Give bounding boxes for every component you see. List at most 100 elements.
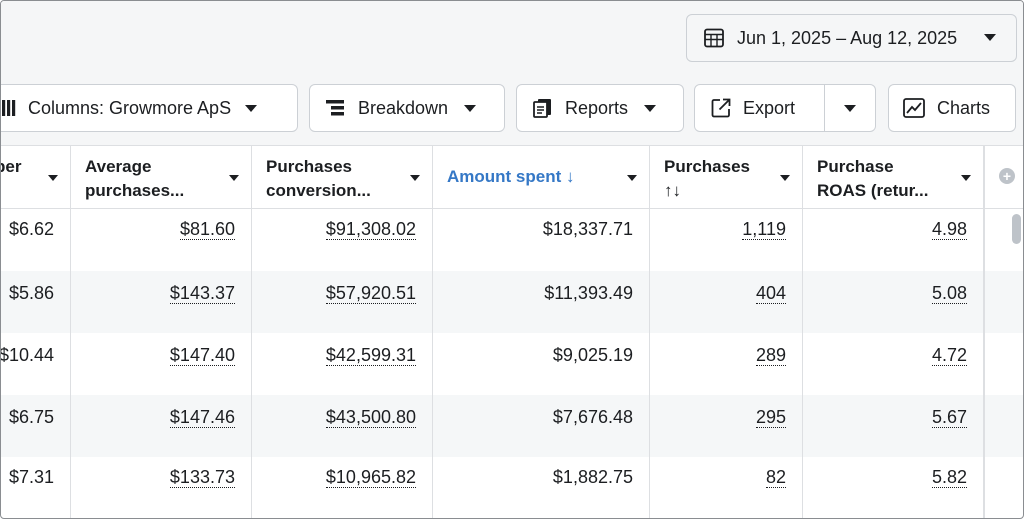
cell-value-link[interactable]: 82: [765, 467, 786, 488]
table-cell: $57,920.51: [252, 271, 433, 333]
table-header: per Average purchases... Purchases conve…: [1, 145, 1023, 209]
add-column-plus-icon[interactable]: +: [999, 168, 1015, 184]
table-row: $6.75 $147.46 $43,500.80 $7,676.48 295 5…: [1, 395, 1023, 457]
table-cell: $91,308.02: [252, 209, 433, 271]
table-cell: 4.72: [803, 333, 984, 395]
cell-value-link[interactable]: 4.72: [931, 345, 967, 366]
cell-value-link[interactable]: 289: [755, 345, 786, 366]
charts-label: Charts: [937, 97, 991, 118]
table-cell: $10,965.82: [252, 457, 433, 518]
chevron-down-icon[interactable]: [48, 175, 58, 181]
cell-value: $7,676.48: [552, 407, 633, 427]
add-column-area: [984, 145, 1023, 518]
cell-value-link[interactable]: 5.82: [931, 467, 967, 488]
cell-value: $11,393.49: [544, 283, 633, 303]
table-cell: $6.62: [1, 209, 71, 271]
column-header-purchase-roas[interactable]: Purchase ROAS (retur...: [803, 146, 984, 209]
columns-label: Columns: Growmore ApS: [28, 97, 232, 118]
cell-value-link[interactable]: 4.98: [931, 219, 967, 240]
column-header-label: Purchases: [266, 157, 352, 176]
chevron-down-icon[interactable]: [229, 175, 239, 181]
table-cell: $7.31: [1, 457, 71, 518]
cell-value-link[interactable]: $43,500.80: [325, 407, 416, 428]
cell-value-link[interactable]: $81.60: [179, 219, 235, 240]
calendar-icon: [703, 27, 725, 49]
cell-value-link[interactable]: $57,920.51: [325, 283, 416, 304]
table-cell: $147.40: [71, 333, 252, 395]
table-cell: 5.67: [803, 395, 984, 457]
column-header-purchases-conversion[interactable]: Purchases conversion...: [252, 146, 433, 209]
chevron-down-icon: [644, 104, 657, 112]
cell-value-link[interactable]: 295: [755, 407, 786, 428]
column-header-purchases[interactable]: Purchases ↑↓: [650, 146, 803, 209]
cell-value: $7.31: [8, 467, 54, 487]
cell-value-link[interactable]: $133.73: [169, 467, 235, 488]
column-header-label-line2: ROAS (retur...: [817, 181, 929, 200]
cell-value: $1,882.75: [552, 467, 633, 487]
vertical-scrollbar[interactable]: [1012, 214, 1021, 244]
chevron-down-icon[interactable]: [410, 175, 420, 181]
table-cell: 4.98: [803, 209, 984, 271]
cell-value: $6.75: [8, 407, 54, 427]
table-cell: $81.60: [71, 209, 252, 271]
chevron-down-icon: [464, 104, 477, 112]
cell-value-link[interactable]: 404: [755, 283, 786, 304]
export-button[interactable]: Export: [694, 84, 876, 132]
columns-icon: [2, 99, 16, 117]
chevron-down-icon[interactable]: [961, 175, 971, 181]
cell-value-link[interactable]: $147.40: [169, 345, 235, 366]
cell-value-link[interactable]: $42,599.31: [325, 345, 416, 366]
breakdown-button[interactable]: Breakdown: [309, 84, 505, 132]
cell-value-link[interactable]: 5.08: [931, 283, 967, 304]
date-range-picker[interactable]: Jun 1, 2025 – Aug 12, 2025: [686, 14, 1017, 62]
chevron-down-icon[interactable]: [780, 175, 790, 181]
breakdown-icon: [326, 99, 346, 117]
table-cell: $11,393.49: [433, 271, 650, 333]
breakdown-label: Breakdown: [358, 97, 449, 118]
column-header-amount-spent[interactable]: Amount spent ↓: [433, 146, 650, 209]
chevron-down-icon: [245, 104, 258, 112]
table-cell: 295: [650, 395, 803, 457]
export-icon: [711, 98, 731, 118]
cell-value-link[interactable]: 1,119: [742, 219, 786, 240]
table-cell: 82: [650, 457, 803, 518]
table-cell: 404: [650, 271, 803, 333]
table-row: $5.86 $143.37 $57,920.51 $11,393.49 404 …: [1, 271, 1023, 333]
column-header-average-purchases[interactable]: Average purchases...: [71, 146, 252, 209]
cell-value: $9,025.19: [552, 345, 633, 365]
toolbar: Columns: Growmore ApS Breakdown Reports …: [1, 73, 1023, 145]
table-row: $6.62 $81.60 $91,308.02 $18,337.71 1,119…: [1, 209, 1023, 271]
column-header-cost-per[interactable]: per: [1, 146, 71, 209]
cell-value-link[interactable]: 5.67: [931, 407, 967, 428]
table-cell: $5.86: [1, 271, 71, 333]
table-cell: $18,337.71: [433, 209, 650, 271]
column-header-label: per: [1, 157, 22, 176]
table-cell: 5.82: [803, 457, 984, 518]
table-cell: 1,119: [650, 209, 803, 271]
charts-button[interactable]: Charts: [888, 84, 1016, 132]
campaign-table: per Average purchases... Purchases conve…: [1, 145, 1023, 518]
table-cell: $7,676.48: [433, 395, 650, 457]
export-options-chevron-icon[interactable]: [844, 105, 856, 112]
table-cell: $1,882.75: [433, 457, 650, 518]
cell-value: $18,337.71: [542, 219, 633, 239]
chevron-down-icon[interactable]: [627, 175, 637, 181]
reports-icon: [533, 98, 553, 118]
cell-value-link[interactable]: $10,965.82: [325, 467, 416, 488]
table-row: $10.44 $147.40 $42,599.31 $9,025.19 289 …: [1, 333, 1023, 395]
column-header-label-line2: purchases...: [85, 181, 185, 200]
cell-value-link[interactable]: $91,308.02: [325, 219, 416, 240]
table-row: $7.31 $133.73 $10,965.82 $1,882.75 82 5.…: [1, 457, 1023, 518]
cell-value: $6.62: [8, 219, 54, 239]
table-cell: $43,500.80: [252, 395, 433, 457]
cell-value-link[interactable]: $143.37: [169, 283, 235, 304]
columns-button[interactable]: Columns: Growmore ApS: [1, 84, 298, 132]
table-cell: $133.73: [71, 457, 252, 518]
sort-icon[interactable]: ↑↓: [664, 181, 681, 200]
reports-button[interactable]: Reports: [516, 84, 684, 132]
table-cell: $6.75: [1, 395, 71, 457]
cell-value-link[interactable]: $147.46: [169, 407, 235, 428]
table-cell: $143.37: [71, 271, 252, 333]
column-header-label-line2: conversion...: [266, 181, 371, 200]
